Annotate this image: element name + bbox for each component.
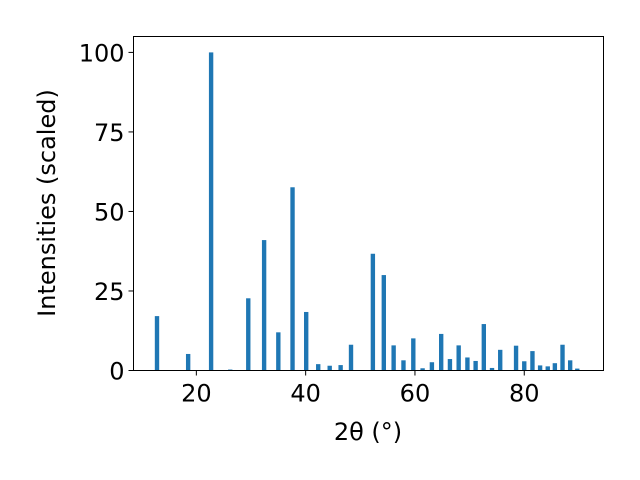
bar <box>370 253 376 371</box>
bar <box>304 311 309 371</box>
bar <box>537 365 543 371</box>
x-tick-label: 40 <box>290 380 321 408</box>
bar <box>552 363 558 371</box>
bar <box>411 338 416 371</box>
bar <box>473 360 478 371</box>
x-tick-label: 80 <box>509 380 540 408</box>
bar <box>391 345 396 371</box>
bar <box>338 365 343 371</box>
bar <box>381 275 386 371</box>
bar <box>316 364 321 371</box>
bar <box>290 187 295 371</box>
bar <box>498 349 503 371</box>
x-tick-label: 20 <box>181 380 212 408</box>
x-tick-label: 60 <box>400 380 431 408</box>
bar <box>246 298 251 371</box>
bar <box>439 333 444 371</box>
bar <box>575 368 580 371</box>
bar <box>456 345 461 371</box>
bar <box>560 344 565 371</box>
bar <box>465 357 470 371</box>
bar <box>489 367 495 371</box>
bar <box>261 240 267 371</box>
bar <box>530 351 535 371</box>
plot-frame <box>133 36 604 371</box>
y-tick-label: 100 <box>79 39 125 67</box>
bar <box>185 353 191 371</box>
bar <box>348 344 354 371</box>
bar <box>481 324 486 371</box>
y-tick-label: 25 <box>94 278 125 306</box>
y-tick-label: 50 <box>94 198 125 226</box>
bar <box>447 359 453 371</box>
y-axis-label: Intensities (scaled) <box>33 89 61 317</box>
bar <box>154 316 160 371</box>
bar <box>208 52 214 371</box>
bar <box>276 332 281 371</box>
y-ticks: 0 25 50 75 100 <box>79 39 134 386</box>
bars-group <box>154 52 580 371</box>
y-tick-label: 0 <box>109 358 124 386</box>
bar <box>420 368 425 371</box>
bar <box>327 365 332 371</box>
y-tick-label: 75 <box>94 119 125 147</box>
bar <box>567 360 573 371</box>
bar <box>545 366 550 371</box>
bar <box>401 360 406 371</box>
bar <box>522 361 527 371</box>
x-axis-label: 2θ (°) <box>334 418 402 446</box>
bar <box>429 362 435 371</box>
x-ticks: 20 40 60 80 <box>181 370 540 408</box>
bar <box>513 345 519 371</box>
